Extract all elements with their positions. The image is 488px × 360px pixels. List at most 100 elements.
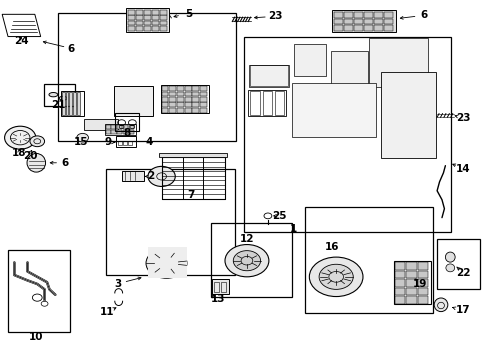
Bar <box>169 108 176 113</box>
Bar <box>330 51 367 94</box>
Bar <box>343 12 352 18</box>
Bar <box>152 26 159 31</box>
Bar <box>292 83 375 137</box>
Text: 6: 6 <box>61 158 68 168</box>
Bar <box>169 92 176 96</box>
Bar <box>406 279 416 287</box>
Bar <box>363 19 372 24</box>
Bar <box>192 108 199 113</box>
Bar <box>128 26 135 31</box>
Bar <box>152 10 159 15</box>
Bar <box>177 103 183 107</box>
Text: 21: 21 <box>51 100 65 110</box>
Bar <box>122 171 143 181</box>
Bar <box>105 169 234 275</box>
Bar <box>69 92 72 116</box>
Bar <box>394 271 404 278</box>
Bar <box>221 282 225 292</box>
Bar <box>417 271 427 278</box>
Bar <box>331 10 395 32</box>
Bar <box>169 103 176 107</box>
Bar <box>136 26 143 31</box>
Text: 25: 25 <box>272 211 286 221</box>
Bar <box>104 124 136 135</box>
Bar <box>161 97 168 102</box>
Bar <box>384 19 392 24</box>
Bar <box>262 91 272 116</box>
Bar <box>384 12 392 18</box>
Bar <box>123 125 128 130</box>
Bar <box>117 125 122 130</box>
Text: 17: 17 <box>455 305 469 315</box>
Bar <box>417 262 427 270</box>
Bar <box>118 141 122 145</box>
Bar <box>343 19 352 24</box>
Bar <box>417 279 427 287</box>
Bar <box>368 39 427 87</box>
Bar <box>128 21 135 26</box>
Bar <box>61 91 84 116</box>
Bar <box>436 239 479 289</box>
Bar <box>305 207 432 313</box>
Bar <box>384 25 392 31</box>
Bar <box>213 282 218 292</box>
Bar <box>192 86 199 91</box>
Bar <box>159 26 166 31</box>
Circle shape <box>4 126 36 149</box>
Bar <box>192 97 199 102</box>
Text: 10: 10 <box>28 332 43 342</box>
Circle shape <box>309 257 362 297</box>
Bar <box>116 135 136 147</box>
Text: 23: 23 <box>267 11 282 21</box>
Bar <box>363 12 372 18</box>
Bar <box>363 25 372 31</box>
Bar <box>169 97 176 102</box>
Bar <box>177 97 183 102</box>
Bar <box>105 130 110 134</box>
Bar <box>144 21 151 26</box>
Bar <box>274 91 284 116</box>
Bar <box>77 92 80 116</box>
Bar <box>43 84 75 107</box>
Text: 23: 23 <box>455 113 469 123</box>
Bar <box>200 103 206 107</box>
Bar <box>144 10 151 15</box>
Bar <box>128 10 135 15</box>
Bar <box>200 108 206 113</box>
Bar <box>65 92 68 116</box>
Bar <box>161 108 168 113</box>
Bar <box>161 92 168 96</box>
Bar <box>417 296 427 304</box>
Text: 8: 8 <box>123 128 131 138</box>
Bar <box>393 261 430 305</box>
Circle shape <box>77 134 88 142</box>
Bar <box>184 108 191 113</box>
Bar <box>115 113 139 131</box>
Bar <box>294 44 325 76</box>
Bar <box>73 92 76 116</box>
Bar <box>200 97 206 102</box>
Bar <box>211 279 228 294</box>
Bar <box>161 157 224 199</box>
Bar <box>200 86 206 91</box>
Text: 19: 19 <box>412 279 427 289</box>
Bar <box>111 130 116 134</box>
Bar <box>184 97 191 102</box>
Text: 16: 16 <box>325 242 339 252</box>
Bar <box>58 13 236 140</box>
Text: 13: 13 <box>210 294 225 304</box>
Bar <box>61 92 64 116</box>
Bar <box>373 25 382 31</box>
Bar <box>159 15 166 20</box>
Bar <box>394 288 404 295</box>
Bar <box>406 296 416 304</box>
Bar <box>343 25 352 31</box>
Bar <box>380 72 435 158</box>
Text: 14: 14 <box>455 164 469 174</box>
Bar <box>177 108 183 113</box>
Ellipse shape <box>445 264 454 272</box>
Ellipse shape <box>59 96 67 100</box>
Bar <box>136 15 143 20</box>
Circle shape <box>146 248 186 278</box>
Bar <box>394 262 404 270</box>
